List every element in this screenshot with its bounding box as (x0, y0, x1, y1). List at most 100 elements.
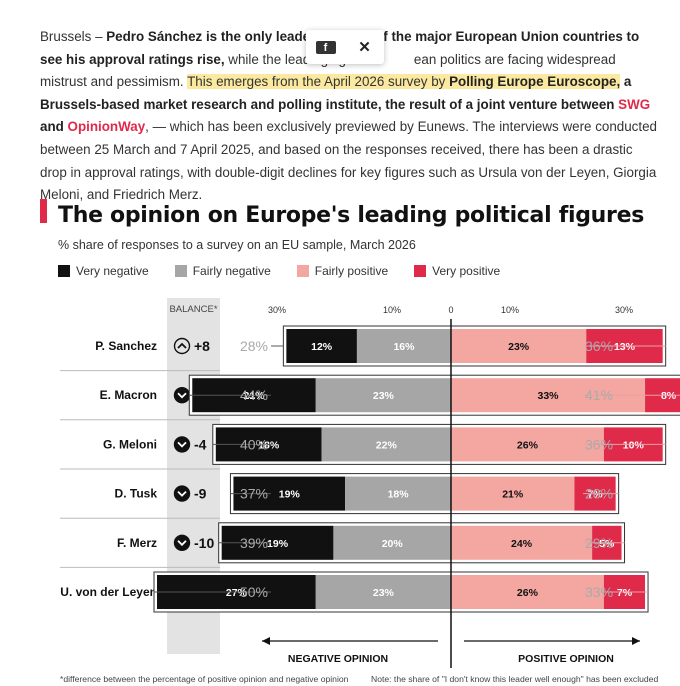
category-label: E. Macron (100, 388, 157, 402)
data-label: 16% (393, 341, 415, 353)
arrow-up-icon (173, 337, 191, 355)
total-positive-label: 29% (585, 535, 613, 551)
data-label: 7% (587, 489, 603, 501)
balance-value: -4 (194, 436, 207, 452)
bar-fairly-positive (451, 575, 604, 609)
article-highlight: This emerges from the April 2026 survey … (187, 74, 621, 90)
axis-tick-label: 0 (448, 305, 453, 315)
arrow-down-icon (173, 534, 191, 551)
article-part: ean politics are facing widespread mistr… (40, 51, 616, 90)
chevron-down-icon (177, 540, 187, 547)
bar-fairly-positive (451, 329, 587, 363)
axis-tick-label: 10% (383, 305, 401, 315)
data-label: 19% (279, 489, 301, 501)
chevron-up-icon (177, 342, 187, 349)
total-positive-label: 28% (585, 486, 613, 502)
data-label: 27% (226, 587, 248, 599)
article-bold: a Brussels-based market research and pol… (40, 74, 632, 112)
balance-value: +8 (194, 338, 210, 354)
total-negative-label: 40% (240, 436, 268, 452)
balance-header: BALANCE* (169, 304, 218, 315)
data-label: 18% (388, 489, 410, 501)
category-label: P. Sanchez (95, 339, 157, 353)
title-accent-bar (40, 199, 47, 223)
bar-fairly-positive (451, 525, 593, 560)
data-label: 33% (538, 390, 560, 402)
total-negative-label: 39% (240, 535, 268, 551)
axis-tick-label: 30% (615, 305, 633, 315)
article-bold: of the major European Union countries to… (40, 29, 640, 67)
bar-fairly-positive (451, 476, 575, 511)
footnote-note: Note: the share of "I don't know this le… (371, 674, 659, 684)
legend-label: Fairly negative (192, 264, 271, 278)
data-label: 26% (517, 587, 539, 599)
negative-opinion-label: NEGATIVE OPINION (288, 653, 388, 665)
category-label: F. Merz (117, 536, 157, 550)
facebook-icon[interactable]: f (315, 40, 336, 54)
arrow-down-icon (173, 436, 191, 453)
data-label: 26% (517, 439, 539, 451)
total-positive-label: 41% (585, 387, 613, 403)
legend-swatch (414, 265, 427, 277)
legend-label: Very negative (76, 264, 149, 278)
data-label: 24% (511, 538, 533, 550)
total-negative-label: 28% (240, 338, 268, 354)
bar-fairly-negative (356, 329, 451, 363)
bar-fairly-negative (315, 378, 451, 413)
arrow-down-icon (173, 387, 191, 404)
legend-item: Fairly negative (174, 264, 271, 278)
data-label: 5% (599, 538, 615, 550)
data-label: 22% (376, 439, 398, 451)
arrow-right-icon (632, 637, 640, 645)
total-negative-label: 50% (240, 584, 268, 600)
axis-tick-label: 10% (501, 305, 519, 315)
arrow-down-icon (173, 485, 191, 502)
article-part: Brussels – (40, 29, 107, 44)
data-label: 19% (267, 538, 289, 550)
legend-swatch (296, 265, 309, 277)
total-positive-label: 33% (585, 584, 613, 600)
article-bold: Pedro Sánchez is the only leader (106, 29, 316, 44)
bar-fairly-negative (321, 427, 451, 462)
legend-item: Very positive (414, 264, 500, 278)
footnote-balance: *difference between the percentage of po… (60, 674, 349, 684)
chevron-down-icon (177, 441, 187, 448)
legend-swatch (58, 265, 70, 277)
swg-link[interactable]: SWG (618, 96, 651, 112)
bar-fairly-negative (315, 575, 451, 609)
data-label: 23% (373, 587, 395, 599)
total-positive-label: 36% (585, 338, 613, 354)
data-label: 21% (502, 489, 524, 501)
arrow-left-icon (262, 637, 270, 645)
chevron-down-icon (177, 392, 187, 399)
legend-label: Fairly positive (314, 264, 389, 278)
data-label: 10% (623, 439, 645, 451)
x-icon[interactable]: ✕ (358, 39, 371, 56)
balance-value: -10 (194, 535, 214, 551)
bar-fairly-negative (333, 525, 451, 560)
article-text: Brussels – Pedro Sánchez is the only lea… (40, 26, 662, 207)
category-label: G. Meloni (103, 437, 157, 451)
axis-tick-label: 30% (268, 305, 286, 315)
article-part: , — which has been exclusively previewed… (40, 119, 657, 203)
total-negative-label: 37% (240, 486, 268, 502)
bar-fairly-negative (345, 476, 451, 511)
chevron-down-icon (177, 490, 187, 497)
opinionway-link[interactable]: OpinionWay (67, 119, 146, 135)
legend-swatch (174, 265, 187, 277)
article-part: This emerges from the April 2026 survey … (187, 74, 450, 90)
positive-opinion-label: POSITIVE OPINION (518, 653, 614, 665)
data-label: 12% (311, 341, 333, 353)
legend-label: Very positive (432, 264, 501, 278)
data-label: 13% (614, 341, 636, 353)
share-popup: f ✕ (306, 30, 384, 64)
data-label: 8% (661, 390, 677, 402)
bar-very-negative (286, 329, 357, 363)
chart-legend: Very negative Fairly negative Fairly pos… (58, 264, 526, 278)
data-label: 21% (244, 390, 266, 402)
chart-subtitle: % share of responses to a survey on an E… (58, 238, 416, 252)
article-bold: Polling Europe Euroscope, (449, 74, 621, 90)
category-label: U. von der Leyen (60, 585, 157, 599)
bar-fairly-positive (451, 427, 604, 462)
